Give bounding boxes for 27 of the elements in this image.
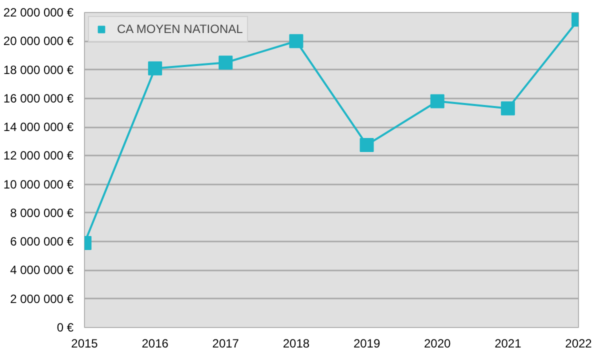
y-tick-label: 6 000 000 € (10, 234, 74, 249)
x-tick-label: 2018 (282, 336, 310, 350)
point (500, 101, 515, 116)
point (148, 61, 162, 76)
y-tick-label: 14 000 000 € (3, 120, 74, 134)
y-tick-label: 4 000 000 € (10, 263, 74, 278)
x-tick-label: 2021 (494, 336, 522, 350)
x-tick-label: 2019 (353, 336, 380, 350)
x-tick-label: 2017 (212, 336, 240, 350)
y-tick-label: 12 000 000 € (3, 148, 74, 163)
y-tick-label: 2 000 000 € (10, 292, 74, 306)
legend-label: CA MOYEN NATIONAL (117, 21, 243, 37)
point (289, 34, 304, 48)
x-tick-label: 2015 (71, 336, 98, 350)
x-tick-label: 2022 (565, 336, 592, 350)
y-tick-label: 16 000 000 € (3, 91, 74, 106)
x-tick-label: 2016 (142, 336, 169, 350)
y-tick-label: 10 000 000 € (3, 177, 74, 192)
point (360, 138, 374, 152)
y-tick-label: 0 € (56, 320, 74, 334)
point (218, 56, 233, 70)
y-tick-label: 8 000 000 € (10, 206, 74, 220)
x-tick-label: 2020 (424, 336, 452, 350)
y-tick-label: 22 000 000 € (3, 6, 74, 20)
point (430, 94, 444, 108)
y-tick-label: 18 000 000 € (3, 62, 74, 77)
y-tick-label: 20 000 000 € (3, 34, 74, 48)
